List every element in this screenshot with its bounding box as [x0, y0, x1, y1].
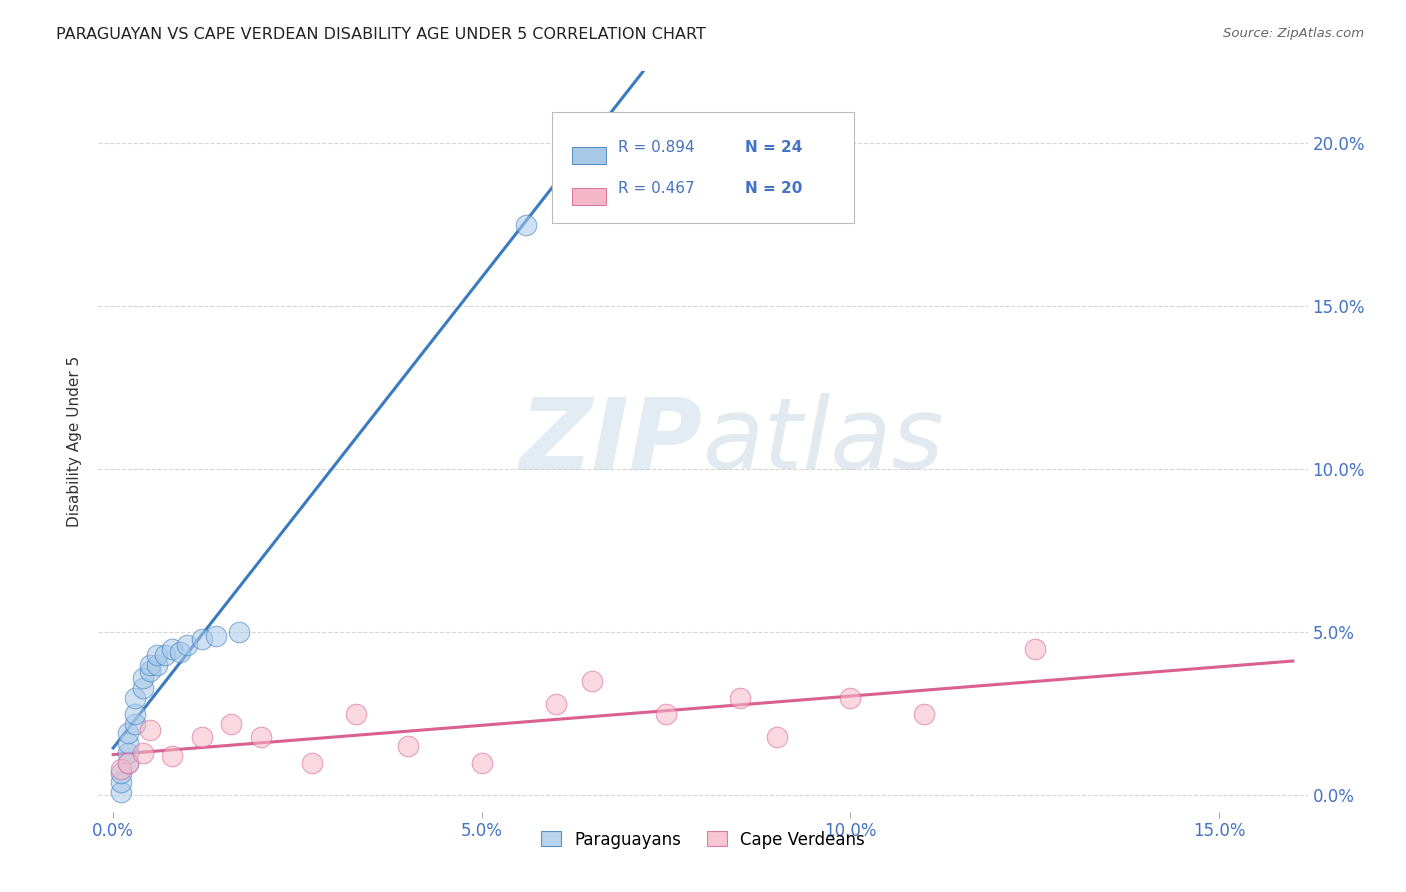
Point — [139, 657, 162, 672]
Point — [131, 671, 153, 685]
Point — [117, 736, 139, 750]
Point — [249, 730, 271, 744]
Point — [153, 648, 176, 662]
Point — [110, 765, 132, 780]
Point — [190, 730, 212, 744]
Point — [176, 639, 198, 653]
Point — [110, 775, 132, 789]
Point — [117, 756, 139, 770]
Point — [124, 706, 146, 721]
Text: atlas: atlas — [703, 393, 945, 490]
Point — [169, 645, 191, 659]
Point — [544, 697, 567, 711]
Point — [146, 657, 169, 672]
Point — [146, 648, 169, 662]
Point — [219, 716, 242, 731]
Point — [160, 749, 183, 764]
Y-axis label: Disability Age Under 5: Disability Age Under 5 — [67, 356, 83, 527]
Point — [839, 690, 862, 705]
Point — [728, 690, 751, 705]
Point — [581, 674, 603, 689]
Point — [160, 641, 183, 656]
Point — [131, 746, 153, 760]
Point — [346, 706, 368, 721]
Point — [117, 726, 139, 740]
Point — [515, 218, 537, 232]
Point — [117, 756, 139, 770]
Text: R = 0.894: R = 0.894 — [619, 140, 695, 155]
Point — [110, 785, 132, 799]
Point — [912, 706, 935, 721]
Text: ZIP: ZIP — [520, 393, 703, 490]
Text: N = 20: N = 20 — [745, 181, 803, 196]
Text: PARAGUAYAN VS CAPE VERDEAN DISABILITY AGE UNDER 5 CORRELATION CHART: PARAGUAYAN VS CAPE VERDEAN DISABILITY AG… — [56, 27, 706, 42]
Point — [131, 681, 153, 695]
Point — [117, 746, 139, 760]
Point — [228, 625, 250, 640]
Point — [124, 716, 146, 731]
Point — [190, 632, 212, 646]
Point — [110, 762, 132, 776]
Point — [396, 739, 419, 754]
FancyBboxPatch shape — [572, 147, 606, 164]
Point — [139, 723, 162, 738]
Text: R = 0.467: R = 0.467 — [619, 181, 695, 196]
Point — [655, 706, 678, 721]
Point — [471, 756, 494, 770]
Point — [124, 690, 146, 705]
Legend: Paraguayans, Cape Verdeans: Paraguayans, Cape Verdeans — [534, 824, 872, 855]
Point — [765, 730, 787, 744]
Point — [139, 665, 162, 679]
FancyBboxPatch shape — [572, 188, 606, 204]
FancyBboxPatch shape — [551, 112, 855, 223]
Point — [205, 629, 228, 643]
Point — [301, 756, 323, 770]
Point — [1024, 641, 1046, 656]
Text: N = 24: N = 24 — [745, 140, 803, 155]
Text: Source: ZipAtlas.com: Source: ZipAtlas.com — [1223, 27, 1364, 40]
